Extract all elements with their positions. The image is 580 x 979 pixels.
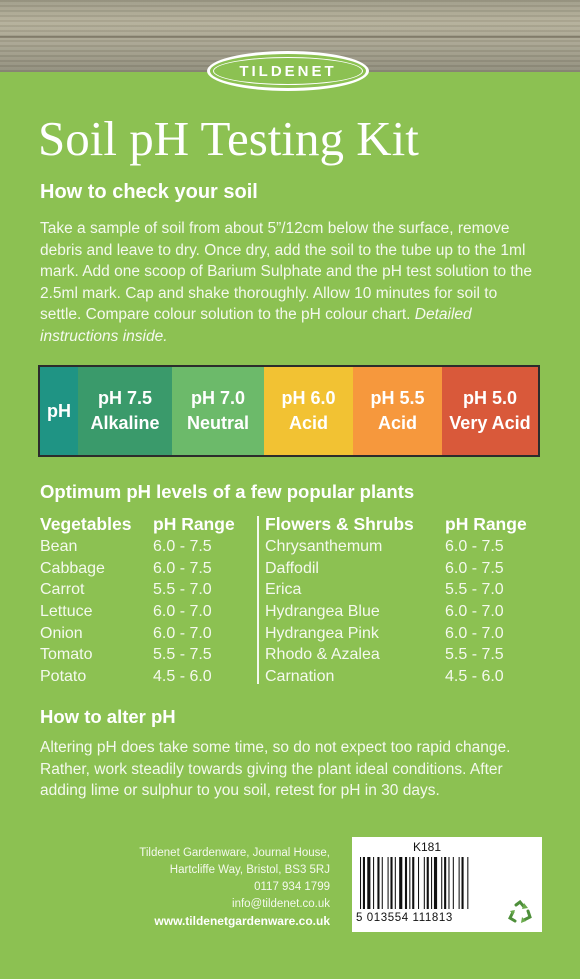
ph-chart-cell: pH 7.5 Alkaline bbox=[78, 367, 172, 455]
vegetables-header: Vegetables bbox=[40, 514, 132, 534]
ph-description: Very Acid bbox=[449, 413, 531, 433]
instructions-note: Detailed instructions inside. bbox=[40, 306, 472, 345]
table-row: Hydrangea Pink 6.0 - 7.0 bbox=[265, 624, 504, 642]
barcode-panel: K181 5 013554 111813 bbox=[352, 837, 542, 932]
ph-value: pH 5.0 bbox=[462, 388, 518, 408]
ph-chart-cell: pH 5.5 Acid bbox=[353, 367, 442, 455]
ph-description: Acid bbox=[377, 413, 417, 433]
alter-ph-text: Altering pH does take some time, so do n… bbox=[40, 739, 511, 799]
table-row: Onion 6.0 - 7.0 bbox=[40, 624, 212, 642]
how-to-check-heading: How to check your soil bbox=[40, 181, 258, 203]
ph-value: pH 7.0 bbox=[190, 388, 246, 408]
ph-colour-chart: pH pH 7.5 Alkaline pH 7.0 Neutral pH 6.0… bbox=[38, 365, 540, 457]
table-divider bbox=[257, 516, 259, 684]
table-row: Cabbage 6.0 - 7.5 bbox=[40, 559, 212, 577]
ph-chart-cell: pH 7.0 Neutral bbox=[172, 367, 264, 455]
table-row: Potato 4.5 - 6.0 bbox=[40, 668, 212, 686]
flowers-table: Flowers & Shrubs pH Range Chrysanthemum 6… bbox=[265, 514, 527, 690]
ph-chart-cell: pH 5.0 Very Acid bbox=[442, 367, 538, 455]
alter-ph-heading: How to alter pH bbox=[40, 706, 176, 727]
table-row: Hydrangea Blue 6.0 - 7.0 bbox=[265, 603, 504, 621]
flowers-range-header: pH Range bbox=[445, 514, 527, 534]
table-row: Erica 5.5 - 7.0 bbox=[265, 581, 504, 599]
ph-description: Neutral bbox=[186, 413, 249, 433]
recycle-icon bbox=[508, 899, 532, 923]
product-code: K181 bbox=[412, 840, 442, 854]
ph-chart-label: pH bbox=[47, 400, 71, 421]
barcode-image bbox=[360, 857, 469, 909]
ph-value: pH 7.5 bbox=[97, 388, 153, 408]
table-row: Chrysanthemum 6.0 - 7.5 bbox=[265, 538, 504, 555]
table-row: Lettuce 6.0 - 7.0 bbox=[40, 603, 212, 621]
brand-logo: TILDENET bbox=[207, 51, 369, 91]
barcode-number: 5 013554 111813 bbox=[356, 912, 453, 924]
how-to-check-text: Take a sample of soil from about 5”/12cm… bbox=[40, 220, 532, 345]
address-line: Hartcliffe Way, Bristol, BS3 5RJ bbox=[169, 864, 330, 876]
vegetables-range-header: pH Range bbox=[153, 514, 235, 534]
page-title: Soil pH Testing Kit bbox=[38, 111, 419, 166]
table-row: Carnation 4.5 - 6.0 bbox=[265, 668, 504, 686]
email-address: info@tildenet.co.uk bbox=[232, 898, 330, 910]
optimum-heading: Optimum pH levels of a few popular plant… bbox=[40, 481, 415, 502]
ph-value: pH 5.5 bbox=[370, 388, 425, 408]
table-row: Carrot 5.5 - 7.0 bbox=[40, 581, 212, 599]
website-link[interactable]: www.tildenetgardenware.co.uk bbox=[154, 914, 330, 928]
brand-name: TILDENET bbox=[239, 62, 337, 80]
ph-value: pH 6.0 bbox=[281, 388, 336, 408]
ph-chart-cell: pH bbox=[40, 367, 78, 455]
table-row: Rhodo & Azalea 5.5 - 7.5 bbox=[265, 646, 504, 664]
table-row: Bean 6.0 - 7.5 bbox=[40, 538, 212, 555]
company-address: Tildenet Gardenware, Journal House, Hart… bbox=[50, 845, 330, 930]
address-line: Tildenet Gardenware, Journal House, bbox=[139, 847, 330, 859]
table-row: Tomato 5.5 - 7.5 bbox=[40, 646, 212, 664]
flowers-header: Flowers & Shrubs bbox=[265, 514, 414, 534]
vegetables-table: Vegetables pH Range Bean 6.0 - 7.5 Cabbag… bbox=[40, 514, 235, 690]
phone-number: 0117 934 1799 bbox=[254, 881, 330, 893]
ph-description: Acid bbox=[288, 413, 328, 433]
ph-chart-cell: pH 6.0 Acid bbox=[264, 367, 353, 455]
ph-description: Alkaline bbox=[90, 413, 160, 433]
table-row: Daffodil 6.0 - 7.5 bbox=[265, 559, 504, 577]
